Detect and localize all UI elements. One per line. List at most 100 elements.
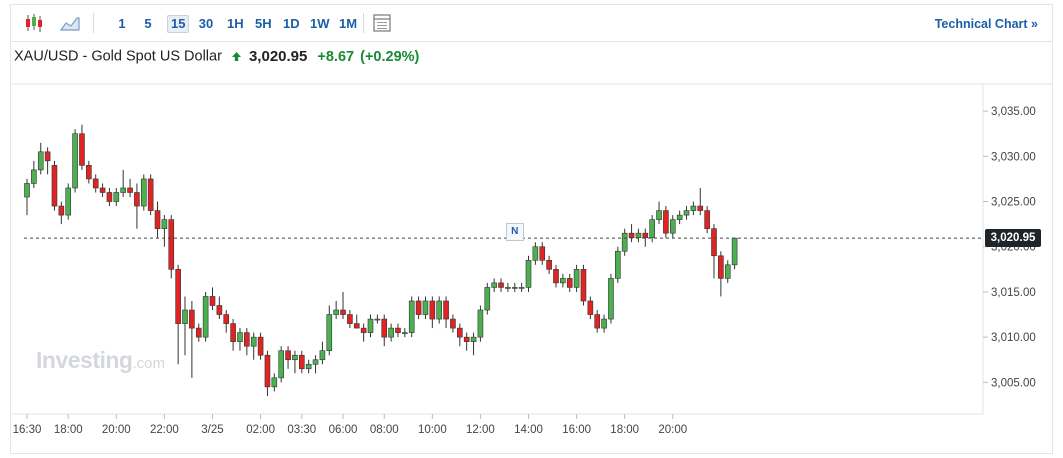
- candle-body-up: [402, 332, 408, 334]
- candle-body-down: [134, 192, 140, 207]
- candle-body-up: [333, 309, 339, 315]
- candle-body-up: [278, 350, 284, 379]
- news-marker[interactable]: N: [505, 223, 524, 242]
- candle-body-down: [395, 327, 401, 333]
- timeframe-5[interactable]: 5: [144, 16, 152, 31]
- x-tick-label: 3/25: [201, 424, 223, 436]
- candle: [457, 323, 463, 347]
- candle-body-up: [374, 318, 381, 321]
- candle-body-down: [58, 205, 65, 216]
- candle: [628, 224, 635, 243]
- candle-body-down: [553, 269, 559, 284]
- timeframe-1d[interactable]: 1D: [283, 16, 300, 31]
- candle: [408, 296, 415, 338]
- chart-widget: 1 5 15 30 1H 5H 1D 1W 1M Technical Chart »: [10, 4, 1053, 454]
- candle: [615, 246, 621, 283]
- candle-body-up: [573, 269, 580, 288]
- candle-body-down: [175, 269, 181, 324]
- candle-body-down: [415, 300, 422, 315]
- candle-body-down: [79, 133, 85, 166]
- candle-body-up: [422, 300, 429, 315]
- area-chart-icon[interactable]: [59, 12, 81, 34]
- candle: [250, 332, 257, 360]
- candle-body-down: [587, 300, 594, 315]
- candle: [127, 178, 133, 198]
- candle: [340, 291, 346, 320]
- candle: [573, 264, 580, 292]
- candle: [669, 215, 676, 238]
- candle: [360, 323, 367, 342]
- candle: [319, 341, 326, 365]
- candle-body-up: [388, 327, 394, 338]
- candle: [305, 359, 312, 374]
- toolbar-separator: [93, 13, 94, 33]
- candle: [395, 323, 401, 338]
- x-tick-label: 02:00: [246, 424, 275, 436]
- timeframe-1[interactable]: 1: [118, 16, 126, 31]
- candle-body-up: [635, 232, 642, 238]
- candle: [594, 310, 601, 333]
- candle: [690, 201, 697, 216]
- candle-body-down: [463, 336, 470, 342]
- candle: [237, 328, 243, 351]
- candle-body-down: [546, 260, 552, 270]
- watermark-suffix: .com: [132, 355, 165, 372]
- timeframe-1h[interactable]: 1H: [227, 16, 244, 31]
- candle-body-down: [298, 354, 305, 370]
- timeframe-5h[interactable]: 5H: [255, 16, 272, 31]
- candle-body-down: [86, 165, 92, 180]
- candle-body-up: [24, 183, 30, 198]
- candle: [532, 242, 539, 265]
- x-tick-label: 18:00: [610, 424, 639, 436]
- candle: [443, 296, 449, 329]
- candle-body-down: [230, 323, 236, 342]
- candlestick-icon[interactable]: [23, 12, 45, 34]
- candle-body-up: [237, 332, 243, 342]
- price-change: +8.67: [317, 48, 355, 65]
- candle: [560, 273, 566, 288]
- candle: [292, 350, 298, 374]
- candle-body-up: [560, 278, 566, 284]
- candle-body-up: [408, 300, 415, 333]
- x-tick-label: 20:00: [102, 424, 131, 436]
- candle-body-down: [223, 314, 230, 324]
- candle-body-down: [195, 327, 202, 338]
- candle: [58, 201, 65, 225]
- x-tick-label: 14:00: [514, 424, 543, 436]
- candle: [223, 310, 230, 333]
- candle-body-up: [532, 246, 539, 261]
- candle: [491, 278, 497, 292]
- candle: [580, 264, 587, 306]
- candle: [79, 124, 85, 170]
- timeframe-1m[interactable]: 1M: [339, 16, 358, 31]
- candle-body-down: [285, 350, 291, 361]
- candle-body-up: [319, 350, 326, 361]
- candle: [271, 373, 278, 392]
- candle-body-up: [477, 309, 484, 338]
- timeframe-30[interactable]: 30: [198, 16, 214, 31]
- candle: [285, 346, 291, 369]
- candle-body-down: [92, 178, 99, 189]
- candle-body-down: [381, 318, 388, 338]
- candle: [429, 296, 436, 329]
- candle-body-up: [113, 192, 120, 202]
- candle-body-down: [566, 278, 573, 288]
- candle: [724, 260, 731, 283]
- candle-body-down: [264, 354, 271, 388]
- technical-chart-link[interactable]: Technical Chart »: [934, 17, 1038, 31]
- candle-body-down: [147, 178, 154, 211]
- timeframe-1w[interactable]: 1W: [310, 16, 330, 31]
- candle-body-down: [429, 300, 436, 320]
- timeframe-15[interactable]: 15: [167, 15, 190, 33]
- candle: [140, 174, 147, 211]
- candle: [553, 264, 559, 288]
- x-tick-label: 06:00: [329, 424, 358, 436]
- candle-body-down: [347, 314, 353, 324]
- candle: [99, 183, 106, 198]
- table-icon[interactable]: [371, 12, 393, 34]
- candle: [505, 282, 511, 292]
- candle-body-down: [99, 187, 106, 193]
- instrument-name: XAU/USD - Gold Spot US Dollar: [14, 48, 222, 65]
- candle: [154, 201, 161, 238]
